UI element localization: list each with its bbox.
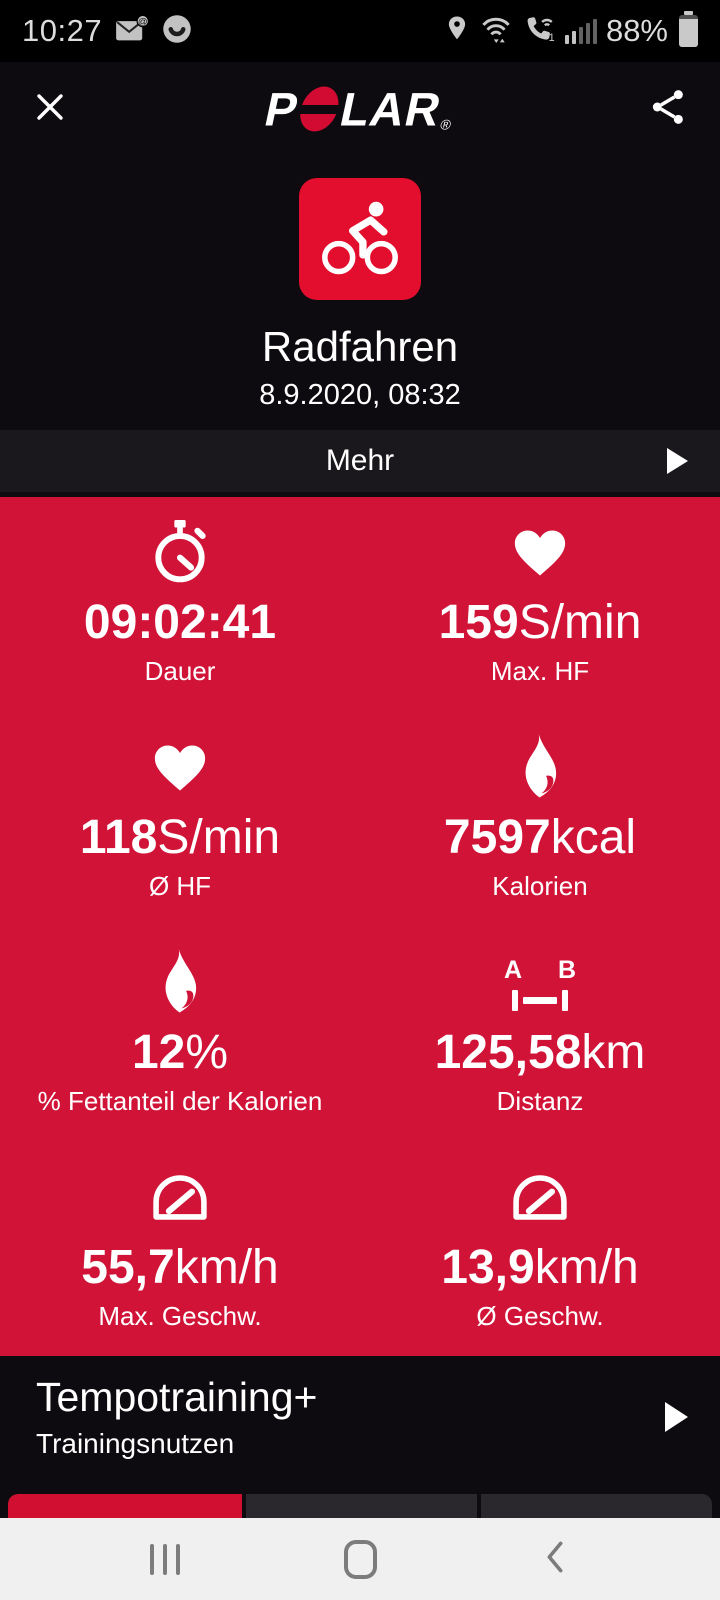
email-icon: @: [115, 14, 150, 49]
polar-logo: P LAR ®: [260, 82, 460, 137]
stat-max-speed: 55,7km/h Max. Geschw.: [0, 1142, 360, 1357]
chevron-right-icon: [667, 448, 688, 474]
wifi-calling-icon: 1: [522, 14, 556, 49]
sport-tile: [299, 178, 421, 300]
stopwatch-icon: [149, 519, 211, 590]
android-nav-bar: [0, 1518, 720, 1600]
share-button[interactable]: [646, 87, 690, 131]
sport-title: Radfahren: [261, 323, 459, 370]
clock: 10:27: [22, 13, 103, 48]
svg-text:@: @: [138, 16, 148, 27]
zone-divider: [476, 1494, 481, 1518]
training-benefit-title: Tempotraining+: [36, 1374, 318, 1420]
share-icon: [648, 87, 688, 132]
app-header: P LAR ®: [0, 62, 720, 156]
training-benefit-subtitle: Trainingsnutzen: [36, 1428, 235, 1459]
logo-text-left: P: [260, 82, 304, 136]
logo-text-right: LAR: [335, 82, 447, 136]
smile-badge-icon: [162, 14, 192, 49]
more-row[interactable]: Mehr: [0, 430, 720, 492]
stat-avg-hr: 118S/min Ø HF: [0, 712, 360, 927]
svg-text:1: 1: [549, 32, 555, 44]
battery-percent: 88%: [605, 13, 668, 48]
stat-calories: 7597kcal Kalorien: [360, 712, 720, 927]
back-button[interactable]: [525, 1529, 585, 1589]
close-button[interactable]: [30, 89, 70, 129]
flame-icon: [514, 733, 566, 805]
stat-fat-percent: 12% % Fettanteil der Kalorien: [0, 927, 360, 1142]
chevron-right-icon: [665, 1402, 688, 1432]
training-benefit-row[interactable]: Tempotraining+ Trainingsnutzen: [0, 1356, 720, 1478]
zone-divider: [242, 1494, 247, 1518]
stat-distance: A B 125,58km Distanz: [434, 955, 646, 1116]
close-icon: [33, 90, 67, 129]
gauge-icon: [509, 1172, 571, 1227]
home-button[interactable]: [330, 1529, 390, 1589]
activity-datetime: 8.9.2020, 08:32: [259, 379, 461, 411]
wifi-icon: [479, 14, 513, 49]
signal-strength-icon: [564, 18, 597, 44]
registered-mark: ®: [438, 116, 453, 133]
zone-segment-bar[interactable]: [8, 1494, 712, 1518]
stat-avg-speed: 13,9km/h Ø Geschw.: [360, 1142, 720, 1357]
heart-icon: [511, 526, 569, 583]
zone-segment-active: [8, 1494, 243, 1518]
stat-duration: 09:02:41 Dauer: [0, 497, 360, 712]
location-icon: [444, 14, 470, 49]
heart-icon: [151, 741, 209, 798]
activity-header: Radfahren 8.9.2020, 08:32: [0, 156, 720, 430]
gauge-icon: [149, 1172, 211, 1227]
flame-icon: [154, 948, 206, 1020]
back-icon: [543, 1540, 567, 1579]
more-label: Mehr: [325, 444, 395, 477]
battery-icon: [679, 11, 698, 47]
status-bar: 10:27 @: [0, 0, 720, 62]
stat-max-hr: 159S/min Max. HF: [360, 497, 720, 712]
recents-button[interactable]: [135, 1529, 195, 1589]
home-icon: [343, 1539, 377, 1579]
cycling-icon: [316, 196, 404, 283]
stats-grid: 09:02:41 Dauer 159S/min Max. HF 118S/min…: [0, 497, 720, 1356]
logo-o-mark: [296, 86, 344, 132]
recents-icon: [150, 1543, 180, 1575]
distance-ab-icon: A B: [502, 957, 578, 1011]
